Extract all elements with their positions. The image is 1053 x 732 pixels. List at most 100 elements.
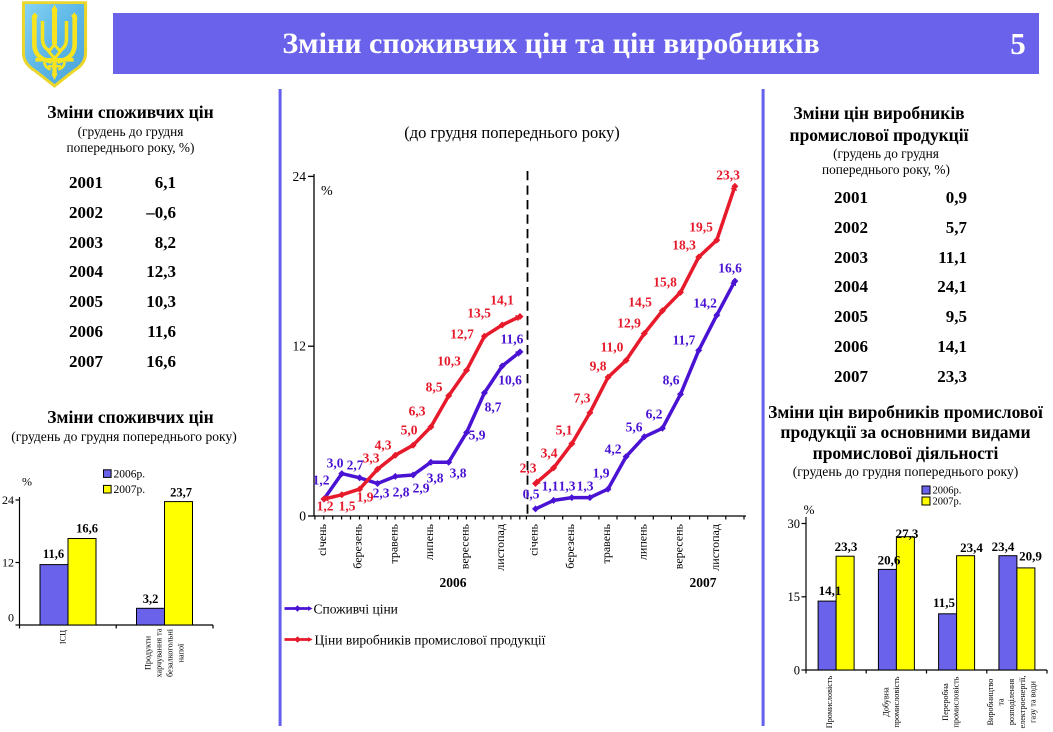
svg-text:13,5: 13,5 bbox=[467, 306, 491, 321]
svg-text:листопад: листопад bbox=[493, 524, 507, 571]
svg-text:Переробна: Переробна bbox=[941, 683, 950, 721]
svg-text:безалкогольні: безалкогольні bbox=[166, 628, 175, 677]
svg-text:Добувна: Добувна bbox=[881, 687, 890, 717]
svg-text:5,0: 5,0 bbox=[401, 423, 418, 438]
svg-text:11,7: 11,7 bbox=[673, 333, 696, 348]
svg-text:23,3: 23,3 bbox=[835, 539, 858, 554]
svg-text:липень: липень bbox=[635, 523, 649, 560]
svg-text:1,2: 1,2 bbox=[317, 499, 334, 514]
svg-text:ІСЦ: ІСЦ bbox=[59, 630, 68, 644]
svg-text:2,9: 2,9 bbox=[413, 481, 430, 496]
svg-text:1,3: 1,3 bbox=[577, 479, 594, 494]
svg-text:1,1: 1,1 bbox=[542, 479, 559, 494]
svg-text:6,2: 6,2 bbox=[646, 407, 663, 422]
svg-text:вересень: вересень bbox=[672, 523, 686, 569]
svg-text:1,9: 1,9 bbox=[357, 490, 374, 505]
svg-text:січень: січень bbox=[315, 523, 329, 555]
svg-text:30: 30 bbox=[788, 517, 801, 531]
svg-text:2,7: 2,7 bbox=[347, 458, 364, 473]
svg-text:14,1: 14,1 bbox=[819, 583, 842, 598]
svg-text:Ціни виробників промислової пр: Ціни виробників промислової продукції bbox=[315, 633, 546, 648]
svg-text:напої: напої bbox=[177, 643, 186, 662]
svg-text:11,5: 11,5 bbox=[933, 595, 956, 610]
svg-text:травень: травень bbox=[599, 523, 613, 563]
svg-text:23,4: 23,4 bbox=[960, 540, 983, 555]
svg-text:3,3: 3,3 bbox=[363, 451, 380, 466]
svg-text:6,3: 6,3 bbox=[409, 404, 426, 419]
svg-text:23,3: 23,3 bbox=[716, 168, 740, 183]
svg-text:промисловість: промисловість bbox=[952, 676, 961, 727]
svg-text:4,3: 4,3 bbox=[375, 438, 392, 453]
svg-text:15,8: 15,8 bbox=[653, 275, 677, 290]
svg-text:12: 12 bbox=[293, 339, 307, 354]
svg-text:3,0: 3,0 bbox=[327, 456, 344, 471]
svg-text:листопад: листопад bbox=[708, 524, 722, 571]
svg-text:24: 24 bbox=[2, 493, 14, 507]
svg-text:2006р.: 2006р. bbox=[933, 486, 962, 497]
svg-text:липень: липень bbox=[422, 523, 436, 560]
svg-text:16,6: 16,6 bbox=[76, 522, 98, 536]
svg-text:18,3: 18,3 bbox=[672, 238, 696, 253]
svg-text:8,7: 8,7 bbox=[485, 400, 502, 415]
svg-text:Промисловість: Промисловість bbox=[825, 676, 834, 729]
svg-text:%: % bbox=[804, 502, 815, 517]
svg-text:харчування та: харчування та bbox=[155, 628, 164, 677]
svg-text:0: 0 bbox=[8, 611, 14, 625]
svg-text:1,5: 1,5 bbox=[339, 499, 356, 514]
svg-text:23,4: 23,4 bbox=[992, 539, 1015, 554]
svg-text:2,3: 2,3 bbox=[520, 461, 537, 476]
svg-text:11,6: 11,6 bbox=[43, 547, 64, 561]
svg-text:1,9: 1,9 bbox=[593, 466, 610, 481]
svg-text:газу та води: газу та води bbox=[1028, 681, 1037, 723]
svg-text:Виробництво: Виробництво bbox=[986, 679, 995, 726]
svg-text:19,5: 19,5 bbox=[689, 220, 713, 235]
svg-text:12,9: 12,9 bbox=[617, 316, 641, 331]
svg-text:20,6: 20,6 bbox=[878, 553, 901, 568]
svg-text:14,5: 14,5 bbox=[628, 295, 652, 310]
svg-text:11,0: 11,0 bbox=[601, 340, 624, 355]
svg-text:та: та bbox=[997, 698, 1006, 706]
svg-text:2007р.: 2007р. bbox=[114, 484, 146, 496]
svg-text:14,2: 14,2 bbox=[693, 296, 717, 311]
svg-text:березень: березень bbox=[563, 523, 577, 568]
svg-text:23,7: 23,7 bbox=[170, 486, 192, 500]
svg-text:Продукти: Продукти bbox=[144, 635, 153, 670]
svg-text:11,6: 11,6 bbox=[501, 332, 524, 347]
svg-text:20,9: 20,9 bbox=[1019, 549, 1042, 564]
svg-text:15: 15 bbox=[788, 590, 801, 604]
svg-text:травень: травень bbox=[386, 523, 400, 563]
svg-text:0: 0 bbox=[299, 509, 306, 524]
svg-text:2007: 2007 bbox=[690, 575, 717, 590]
svg-text:1,2: 1,2 bbox=[313, 473, 330, 488]
svg-text:Споживчі ціни: Споживчі ціни bbox=[314, 602, 398, 617]
svg-text:3,8: 3,8 bbox=[427, 471, 444, 486]
svg-text:березень: березень bbox=[351, 523, 365, 568]
svg-text:2006р.: 2006р. bbox=[114, 468, 146, 480]
svg-text:10,3: 10,3 bbox=[437, 354, 461, 369]
svg-text:0,5: 0,5 bbox=[523, 487, 540, 502]
svg-text:3,4: 3,4 bbox=[541, 446, 558, 461]
svg-text:4,2: 4,2 bbox=[605, 442, 622, 457]
svg-text:2007р.: 2007р. bbox=[933, 497, 962, 508]
svg-text:2,3: 2,3 bbox=[373, 486, 390, 501]
svg-text:10,6: 10,6 bbox=[498, 373, 522, 388]
svg-text:8,6: 8,6 bbox=[663, 373, 680, 388]
svg-text:9,8: 9,8 bbox=[590, 359, 607, 374]
svg-text:5,6: 5,6 bbox=[626, 420, 643, 435]
svg-text:5,1: 5,1 bbox=[556, 423, 573, 438]
svg-text:14,1: 14,1 bbox=[490, 293, 514, 308]
svg-text:27,3: 27,3 bbox=[896, 526, 919, 541]
svg-text:%: % bbox=[321, 184, 333, 199]
svg-text:7,3: 7,3 bbox=[574, 391, 591, 406]
svg-text:%: % bbox=[22, 475, 32, 489]
svg-text:5,9: 5,9 bbox=[469, 428, 486, 443]
svg-text:12: 12 bbox=[2, 556, 14, 570]
svg-text:вересень: вересень bbox=[458, 523, 472, 569]
svg-text:12,7: 12,7 bbox=[450, 327, 474, 342]
svg-text:2,8: 2,8 bbox=[393, 485, 410, 500]
svg-text:електроенергії,: електроенергії, bbox=[1018, 676, 1027, 729]
svg-text:24: 24 bbox=[293, 169, 307, 184]
svg-text:8,5: 8,5 bbox=[426, 380, 443, 395]
svg-text:промисловість: промисловість bbox=[892, 676, 901, 727]
svg-text:січень: січень bbox=[527, 523, 541, 555]
